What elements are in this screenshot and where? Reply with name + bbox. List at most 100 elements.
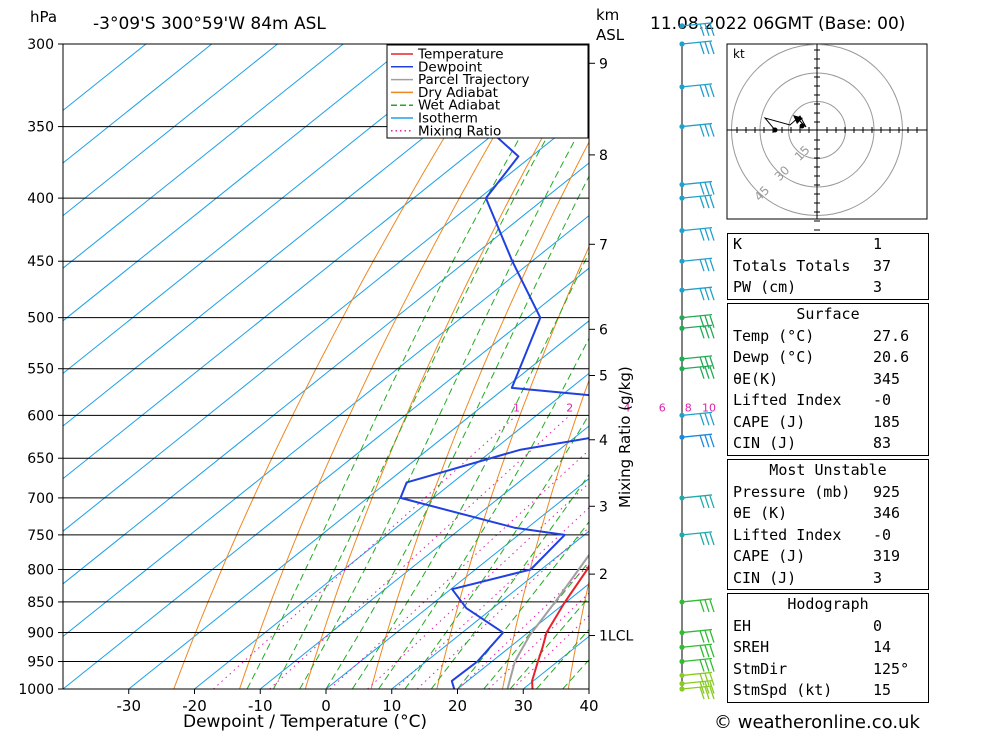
height-tick-label: 3 bbox=[599, 499, 608, 515]
wind-barb-flag bbox=[704, 315, 710, 328]
wind-barb-shaft bbox=[681, 40, 713, 45]
legend-label: Isotherm bbox=[418, 111, 478, 127]
wind-barb-flag bbox=[699, 228, 705, 241]
pressure-unit: hPa bbox=[30, 8, 57, 26]
mixing-ratio-axis-label: Mixing Ratio (g/kg) bbox=[616, 366, 634, 508]
wind-barb-flag bbox=[699, 495, 705, 509]
index-row: Lifted Index -0 bbox=[733, 525, 892, 544]
legend-label: Mixing Ratio bbox=[418, 123, 501, 139]
wind-barb bbox=[679, 643, 715, 658]
hodograph-storm-marker bbox=[793, 115, 803, 124]
index-row: EH 0 bbox=[733, 616, 883, 635]
legend-label: Dry Adiabat bbox=[418, 85, 498, 101]
pressure-tick-label: 750 bbox=[27, 528, 54, 544]
temperature-tick-label: 20 bbox=[448, 697, 467, 715]
height-tick-label: 4 bbox=[599, 433, 608, 449]
mixing-ratio-line bbox=[329, 449, 589, 689]
wet-adiabat-line bbox=[378, 337, 589, 689]
wind-barb-flag bbox=[704, 84, 710, 98]
temperature-tick-label: -30 bbox=[117, 697, 142, 715]
wind-barb-shaft bbox=[681, 83, 713, 88]
wind-barb-shaft bbox=[681, 194, 713, 199]
wind-barb-flag bbox=[699, 681, 705, 694]
index-row: SREH 14 bbox=[733, 638, 892, 656]
wind-barb-flag bbox=[704, 630, 710, 643]
parcel-trajectory-line bbox=[506, 553, 589, 689]
wind-barb bbox=[679, 411, 715, 426]
mixing-ratio-label: 6 bbox=[659, 401, 666, 414]
credit: © weatheronline.co.uk bbox=[714, 712, 920, 733]
index-row: CAPE (J) 185 bbox=[733, 412, 901, 431]
wind-barb-shaft bbox=[681, 433, 713, 438]
pressure-tick-label: 550 bbox=[27, 362, 54, 378]
hodograph-title: Hodograph bbox=[787, 595, 869, 613]
wind-barb-flag bbox=[709, 532, 715, 546]
wind-barb-point bbox=[679, 644, 685, 650]
wind-barb-shaft bbox=[681, 531, 713, 536]
isotherm-line bbox=[63, 267, 589, 689]
pressure-tick-label: 1000 bbox=[18, 682, 54, 698]
wind-barb bbox=[679, 628, 715, 643]
wind-barb-flag bbox=[704, 532, 710, 546]
wind-barb-flag bbox=[709, 259, 715, 272]
index-row: θE(K) 345 bbox=[733, 369, 901, 388]
wind-barb-flag bbox=[709, 673, 715, 686]
pressure-axis: 300 350 400 450 500 550 600 650 700 750 800 850 900 9… bbox=[18, 37, 63, 698]
wind-barb-flag bbox=[709, 413, 715, 426]
temperature-tick-label: 30 bbox=[514, 697, 533, 715]
wind-barb-flag bbox=[699, 326, 705, 339]
wind-barb-shaft bbox=[681, 598, 713, 603]
wind-barb-flag bbox=[699, 23, 705, 37]
height-tick-label: 2 bbox=[599, 567, 608, 583]
mixing-ratio-line bbox=[213, 414, 517, 689]
wind-barb-shaft bbox=[681, 226, 713, 232]
wind-barb-flag bbox=[699, 366, 705, 379]
wind-barb-shaft bbox=[681, 180, 713, 186]
isotherm-line bbox=[63, 44, 147, 112]
wind-barb-point bbox=[679, 681, 685, 687]
wind-barb-flag bbox=[699, 315, 705, 328]
wind-barb bbox=[679, 365, 715, 379]
hodograph-unit: kt bbox=[733, 47, 745, 61]
legend-label: Parcel Trajectory bbox=[418, 72, 530, 88]
index-row: StmDir 125° bbox=[733, 659, 910, 678]
wind-barb bbox=[679, 83, 715, 98]
wind-barb bbox=[679, 494, 715, 509]
wind-barb bbox=[679, 355, 715, 370]
wind-barb-flag bbox=[709, 630, 715, 643]
wind-barb-shaft bbox=[681, 411, 713, 416]
temperature-tick-label: 10 bbox=[382, 697, 401, 715]
wind-barb-point bbox=[679, 658, 685, 665]
isotherm-line bbox=[63, 44, 410, 322]
isotherm-line bbox=[63, 44, 344, 269]
wind-barb-flag bbox=[709, 41, 715, 55]
hodograph-box: Hodograph EH 0 SREH 14 StmDir 125° StmSpd (… bbox=[727, 593, 929, 703]
wind-barb-flag bbox=[709, 356, 715, 370]
wind-barb-flag bbox=[704, 645, 710, 658]
wind-barb bbox=[679, 324, 715, 339]
wet-adiabat-line bbox=[325, 175, 589, 689]
pressure-tick-label: 700 bbox=[27, 491, 54, 507]
wind-barb bbox=[679, 257, 715, 272]
wind-barb-flag bbox=[699, 532, 705, 546]
isotherm-line bbox=[63, 162, 589, 585]
profiles bbox=[388, 44, 589, 689]
wind-barb-shaft bbox=[681, 355, 713, 360]
wind-barb-flag bbox=[699, 630, 705, 643]
wind-barb bbox=[679, 286, 715, 301]
plot-frame bbox=[62, 43, 590, 690]
isotherm-line bbox=[128, 320, 589, 689]
index-row: θE (K) 346 bbox=[733, 504, 901, 522]
mixing-ratio-label: 10 bbox=[702, 401, 716, 414]
wind-barb-flag bbox=[709, 287, 715, 301]
x-axis-label: Dewpoint / Temperature (°C) bbox=[183, 712, 427, 732]
legend-box bbox=[386, 44, 589, 139]
wind-barb-flag bbox=[704, 287, 710, 301]
wind-barb-flag bbox=[699, 413, 705, 426]
mixing-ratio-label: 4 bbox=[623, 401, 630, 414]
isotherm-line bbox=[259, 425, 589, 689]
wind-barb-flag bbox=[709, 495, 715, 509]
